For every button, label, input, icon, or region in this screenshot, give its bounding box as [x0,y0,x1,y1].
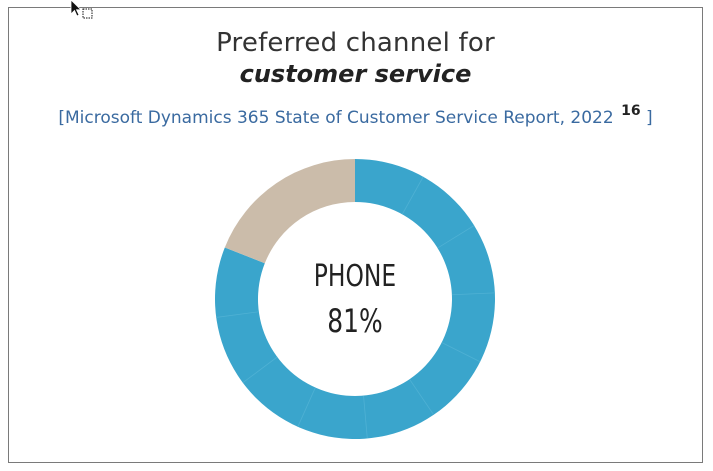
center-label: PHONE [314,259,396,294]
donut-chart: PHONE 81% [215,159,496,440]
chart-frame: Preferred channel for customer service [… [8,7,703,463]
donut-segment-line [437,225,475,249]
chart-title-line2: customer service [239,60,472,88]
donut-segment-line [242,356,278,384]
donut-slice-0 [215,159,496,440]
source-close-bracket: ] [645,108,653,128]
donut-segment-line [216,311,259,318]
donut-segment-line [441,342,481,363]
donut-segment-line [409,379,435,416]
mouse-pointer-icon [70,0,93,19]
source-footnote: 16 [621,103,641,119]
donut-segment-line [401,176,424,215]
source-text: [Microsoft Dynamics 365 State of Custome… [58,108,614,128]
donut-segment-line [451,292,495,296]
source-citation: [Microsoft Dynamics 365 State of Custome… [9,103,702,128]
center-value: 81% [327,302,382,340]
donut-segment-line [297,387,316,427]
donut-segment-line [363,395,368,439]
donut-slice-1 [224,159,355,264]
chart-title-line1: Preferred channel for [216,28,495,58]
